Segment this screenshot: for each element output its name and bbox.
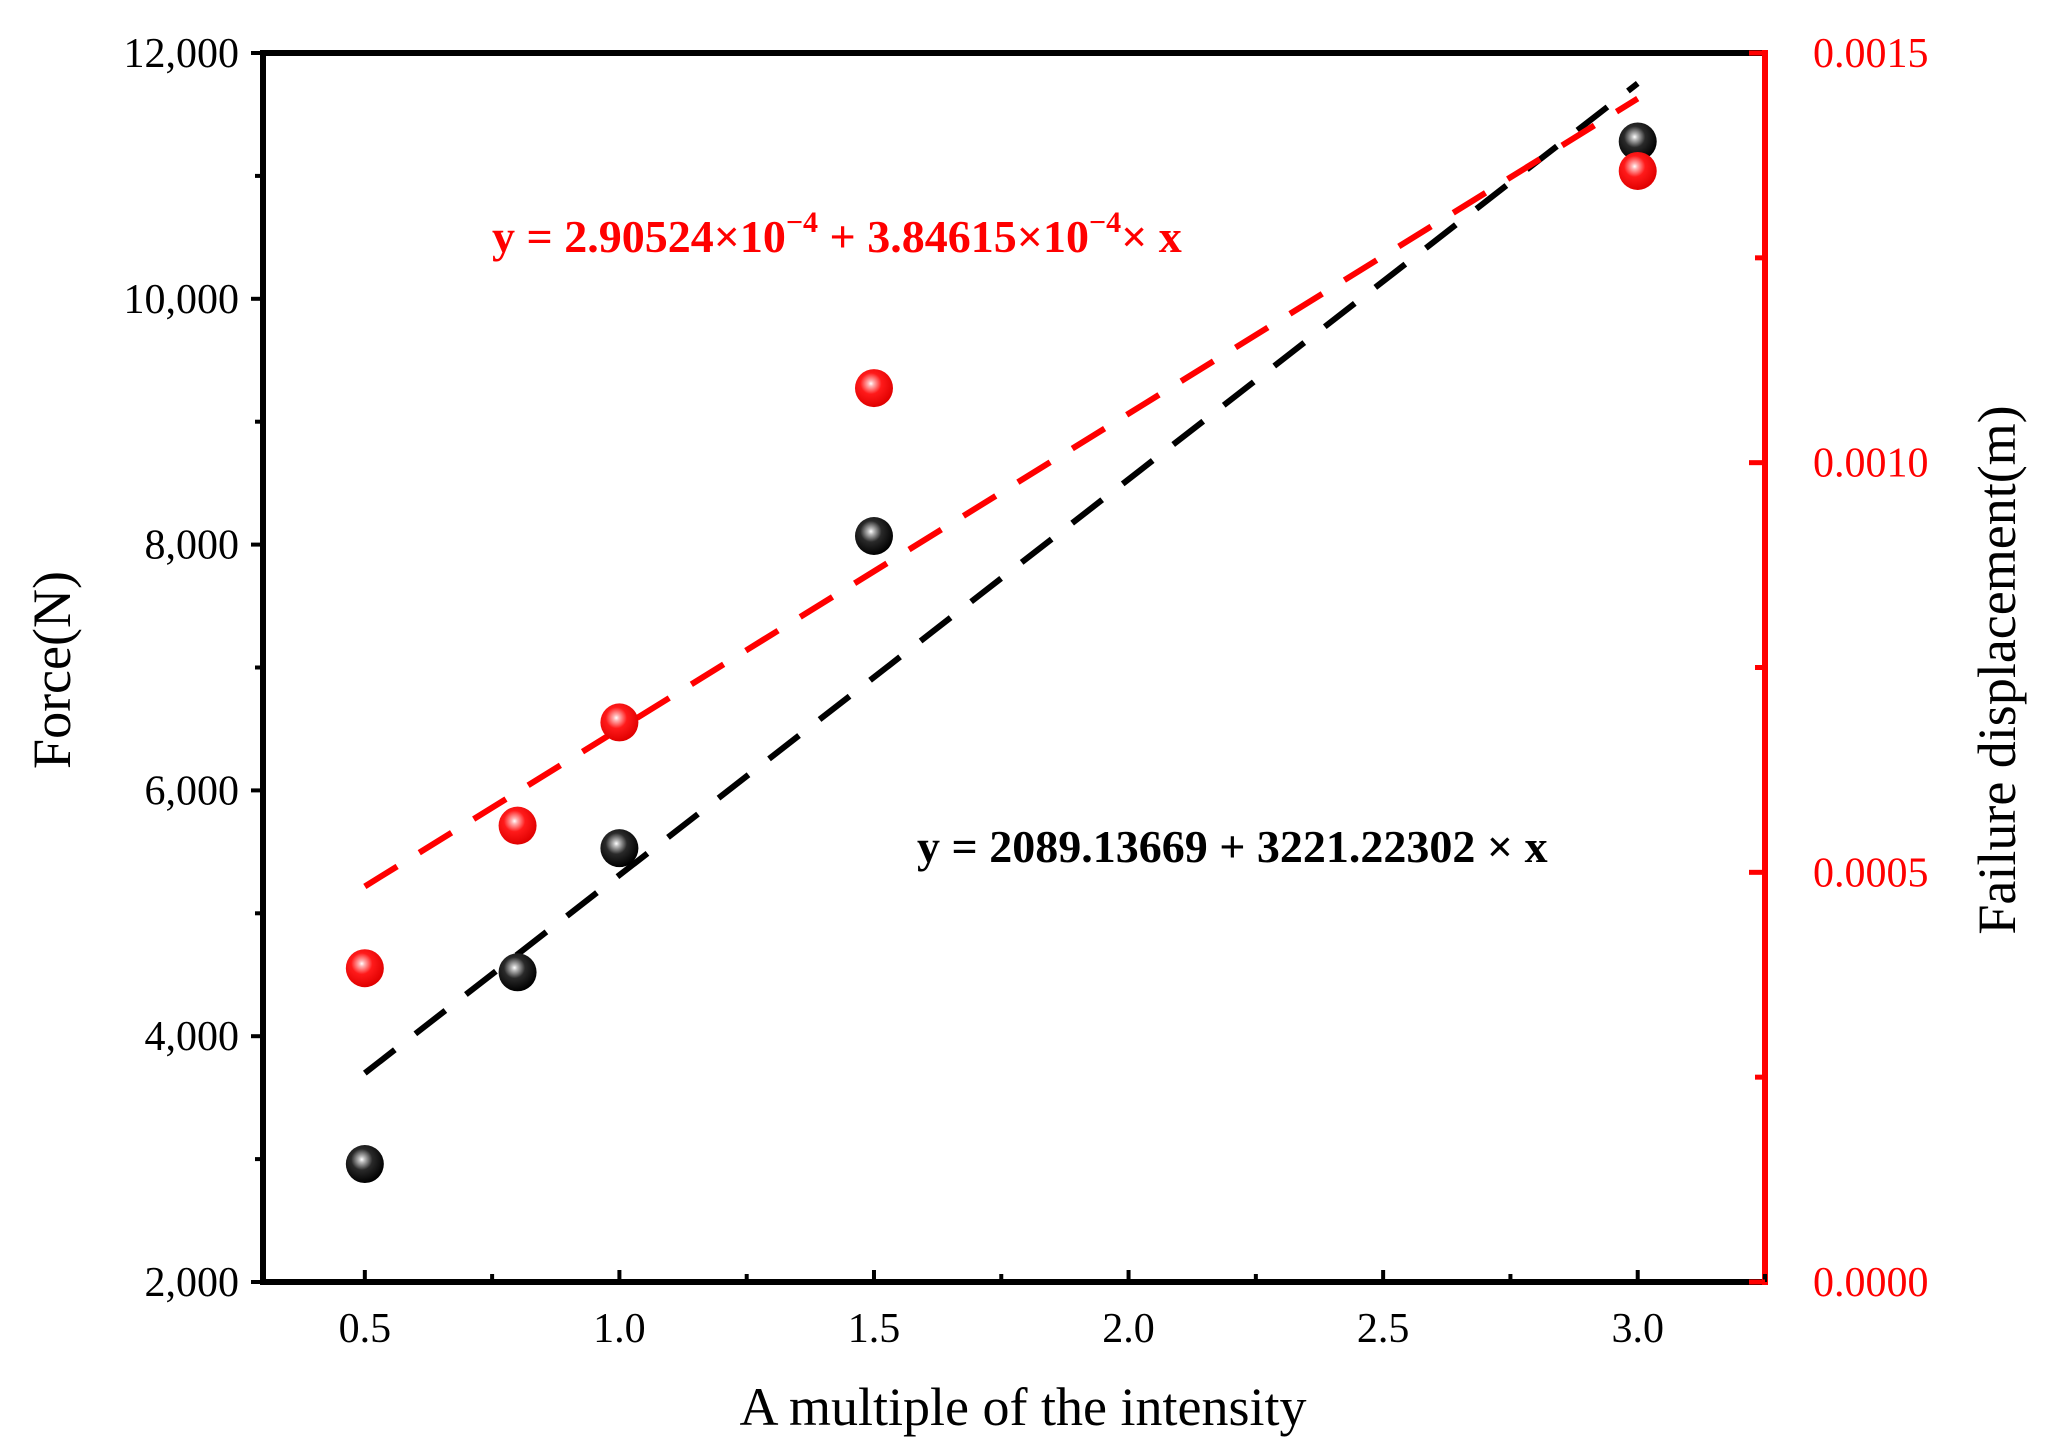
force-data-point — [1618, 122, 1657, 161]
x-tick-label: 2.0 — [1102, 1306, 1155, 1352]
y-left-tick-label: 6,000 — [145, 768, 240, 814]
x-tick-label: 0.5 — [339, 1306, 392, 1352]
displacement-eq-part-1: y = 2.90524×10 — [492, 211, 786, 262]
y-right-tick-label: 0.0010 — [1813, 441, 1929, 487]
displacement-eq-part-3: × x — [1121, 211, 1182, 262]
x-tick-label: 2.5 — [1357, 1306, 1410, 1352]
fit-lines — [362, 81, 1640, 1076]
force-data-point — [498, 953, 537, 992]
force-fit-line — [362, 81, 1640, 1076]
ticks: 0.5 1.0 1.5 2.0 2.5 3.0 2,000 4,000 6,000 8,000 10… — [124, 31, 1929, 1352]
x-axis-title: A multiple of the intensity — [740, 1377, 1307, 1437]
displacement-fit-line — [363, 96, 1640, 889]
force-fit-equation: y = 2089.13669 + 3221.22302 × x — [917, 821, 1548, 872]
displacement-eq-exponent-1: −4 — [786, 206, 818, 239]
x-tick-label: 1.0 — [593, 1306, 646, 1352]
y-right-tick-label: 0.0015 — [1813, 31, 1929, 77]
displacement-eq-part-2: + 3.84615×10 — [818, 211, 1089, 262]
force-data-point — [345, 1145, 384, 1184]
force-data-point — [600, 829, 639, 868]
force-data-point — [854, 516, 893, 555]
displacement-data-point — [498, 806, 537, 845]
displacement-fit-equation: y = 2.90524×10−4 + 3.84615×10−4× x — [492, 206, 1182, 262]
displacement-data-point — [854, 369, 893, 408]
displacement-data-point — [600, 703, 639, 742]
y-right-tick-label: 0.0005 — [1813, 850, 1929, 896]
y-left-tick-label: 12,000 — [124, 31, 240, 77]
x-tick-label: 3.0 — [1611, 1306, 1664, 1352]
displacement-eq-exponent-2: −4 — [1089, 206, 1121, 239]
displacement-data-point — [345, 949, 384, 988]
y-left-axis-title: Force(N) — [22, 571, 82, 769]
y-right-tick-label: 0.0000 — [1813, 1260, 1929, 1306]
y-right-axis-title: Failure displacement(m) — [1967, 405, 2027, 934]
force-fit-equation-text: y = 2089.13669 + 3221.22302 × x — [917, 821, 1548, 872]
y-left-tick-label: 4,000 — [145, 1014, 240, 1060]
x-tick-label: 1.5 — [848, 1306, 901, 1352]
data-points — [345, 122, 1657, 1184]
y-left-tick-label: 8,000 — [145, 523, 240, 569]
y-left-tick-label: 2,000 — [145, 1260, 240, 1306]
displacement-data-point — [1618, 151, 1657, 190]
y-left-tick-label: 10,000 — [124, 277, 240, 323]
